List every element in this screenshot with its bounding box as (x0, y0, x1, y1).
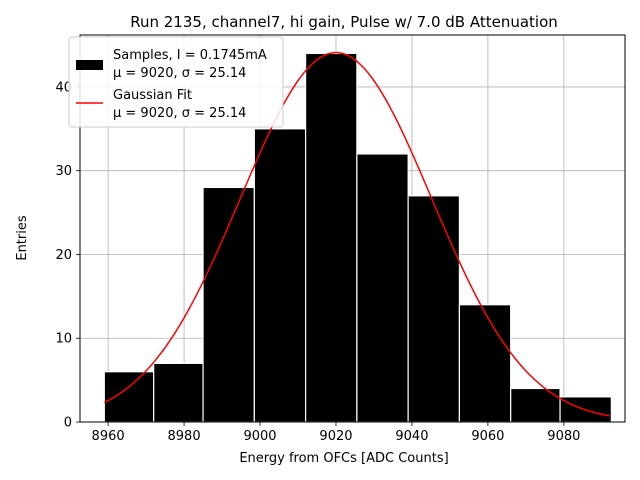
legend-stats-samples: μ = 9020, σ = 25.14 (113, 66, 246, 81)
legend-box (68, 36, 284, 128)
legend: Samples, I = 0.1745mA μ = 9020, σ = 25.1… (68, 36, 284, 128)
x-tick-label: 9060 (471, 429, 504, 444)
legend-swatch-samples (76, 60, 103, 70)
y-axis-label: Entries (15, 215, 30, 261)
histogram-bar (253, 128, 307, 423)
gaussian-fit-line (103, 51, 610, 417)
legend-label-fit: Gaussian Fit (113, 88, 192, 103)
y-tick-label: 0 (64, 416, 72, 431)
histogram-bar (304, 52, 358, 423)
x-tick-label: 9000 (243, 429, 276, 444)
legend-label-samples: Samples, I = 0.1745mA (113, 48, 267, 63)
histogram-bar (458, 304, 512, 423)
x-tick-label: 8980 (168, 429, 201, 444)
x-tick-label: 9040 (395, 429, 428, 444)
x-tick-label: 9020 (319, 429, 352, 444)
x-tick-label: 9080 (547, 429, 580, 444)
y-tick-label: 30 (55, 164, 72, 179)
x-tick-label: 8960 (92, 429, 125, 444)
histogram-bar (202, 186, 255, 423)
histogram-bar (103, 371, 155, 423)
histogram-bar (153, 362, 204, 423)
plot-frame (79, 34, 626, 423)
x-axis-ticks: 8960 8980 9000 9020 9040 9060 9080 (92, 422, 580, 444)
y-axis-ticks: 0 10 20 30 40 (55, 80, 80, 431)
y-tick-label: 40 (55, 80, 72, 95)
y-tick-label: 10 (55, 332, 72, 347)
histogram-bar (407, 195, 461, 423)
x-axis-label: Energy from OFCs [ADC Counts] (239, 451, 448, 466)
histogram-bar (510, 387, 561, 423)
y-tick-label: 20 (55, 248, 72, 263)
legend-stats-fit: μ = 9020, σ = 25.14 (113, 106, 246, 121)
chart-title: Run 2135, channel7, hi gain, Pulse w/ 7.… (130, 13, 558, 31)
histogram-bar (356, 153, 409, 423)
